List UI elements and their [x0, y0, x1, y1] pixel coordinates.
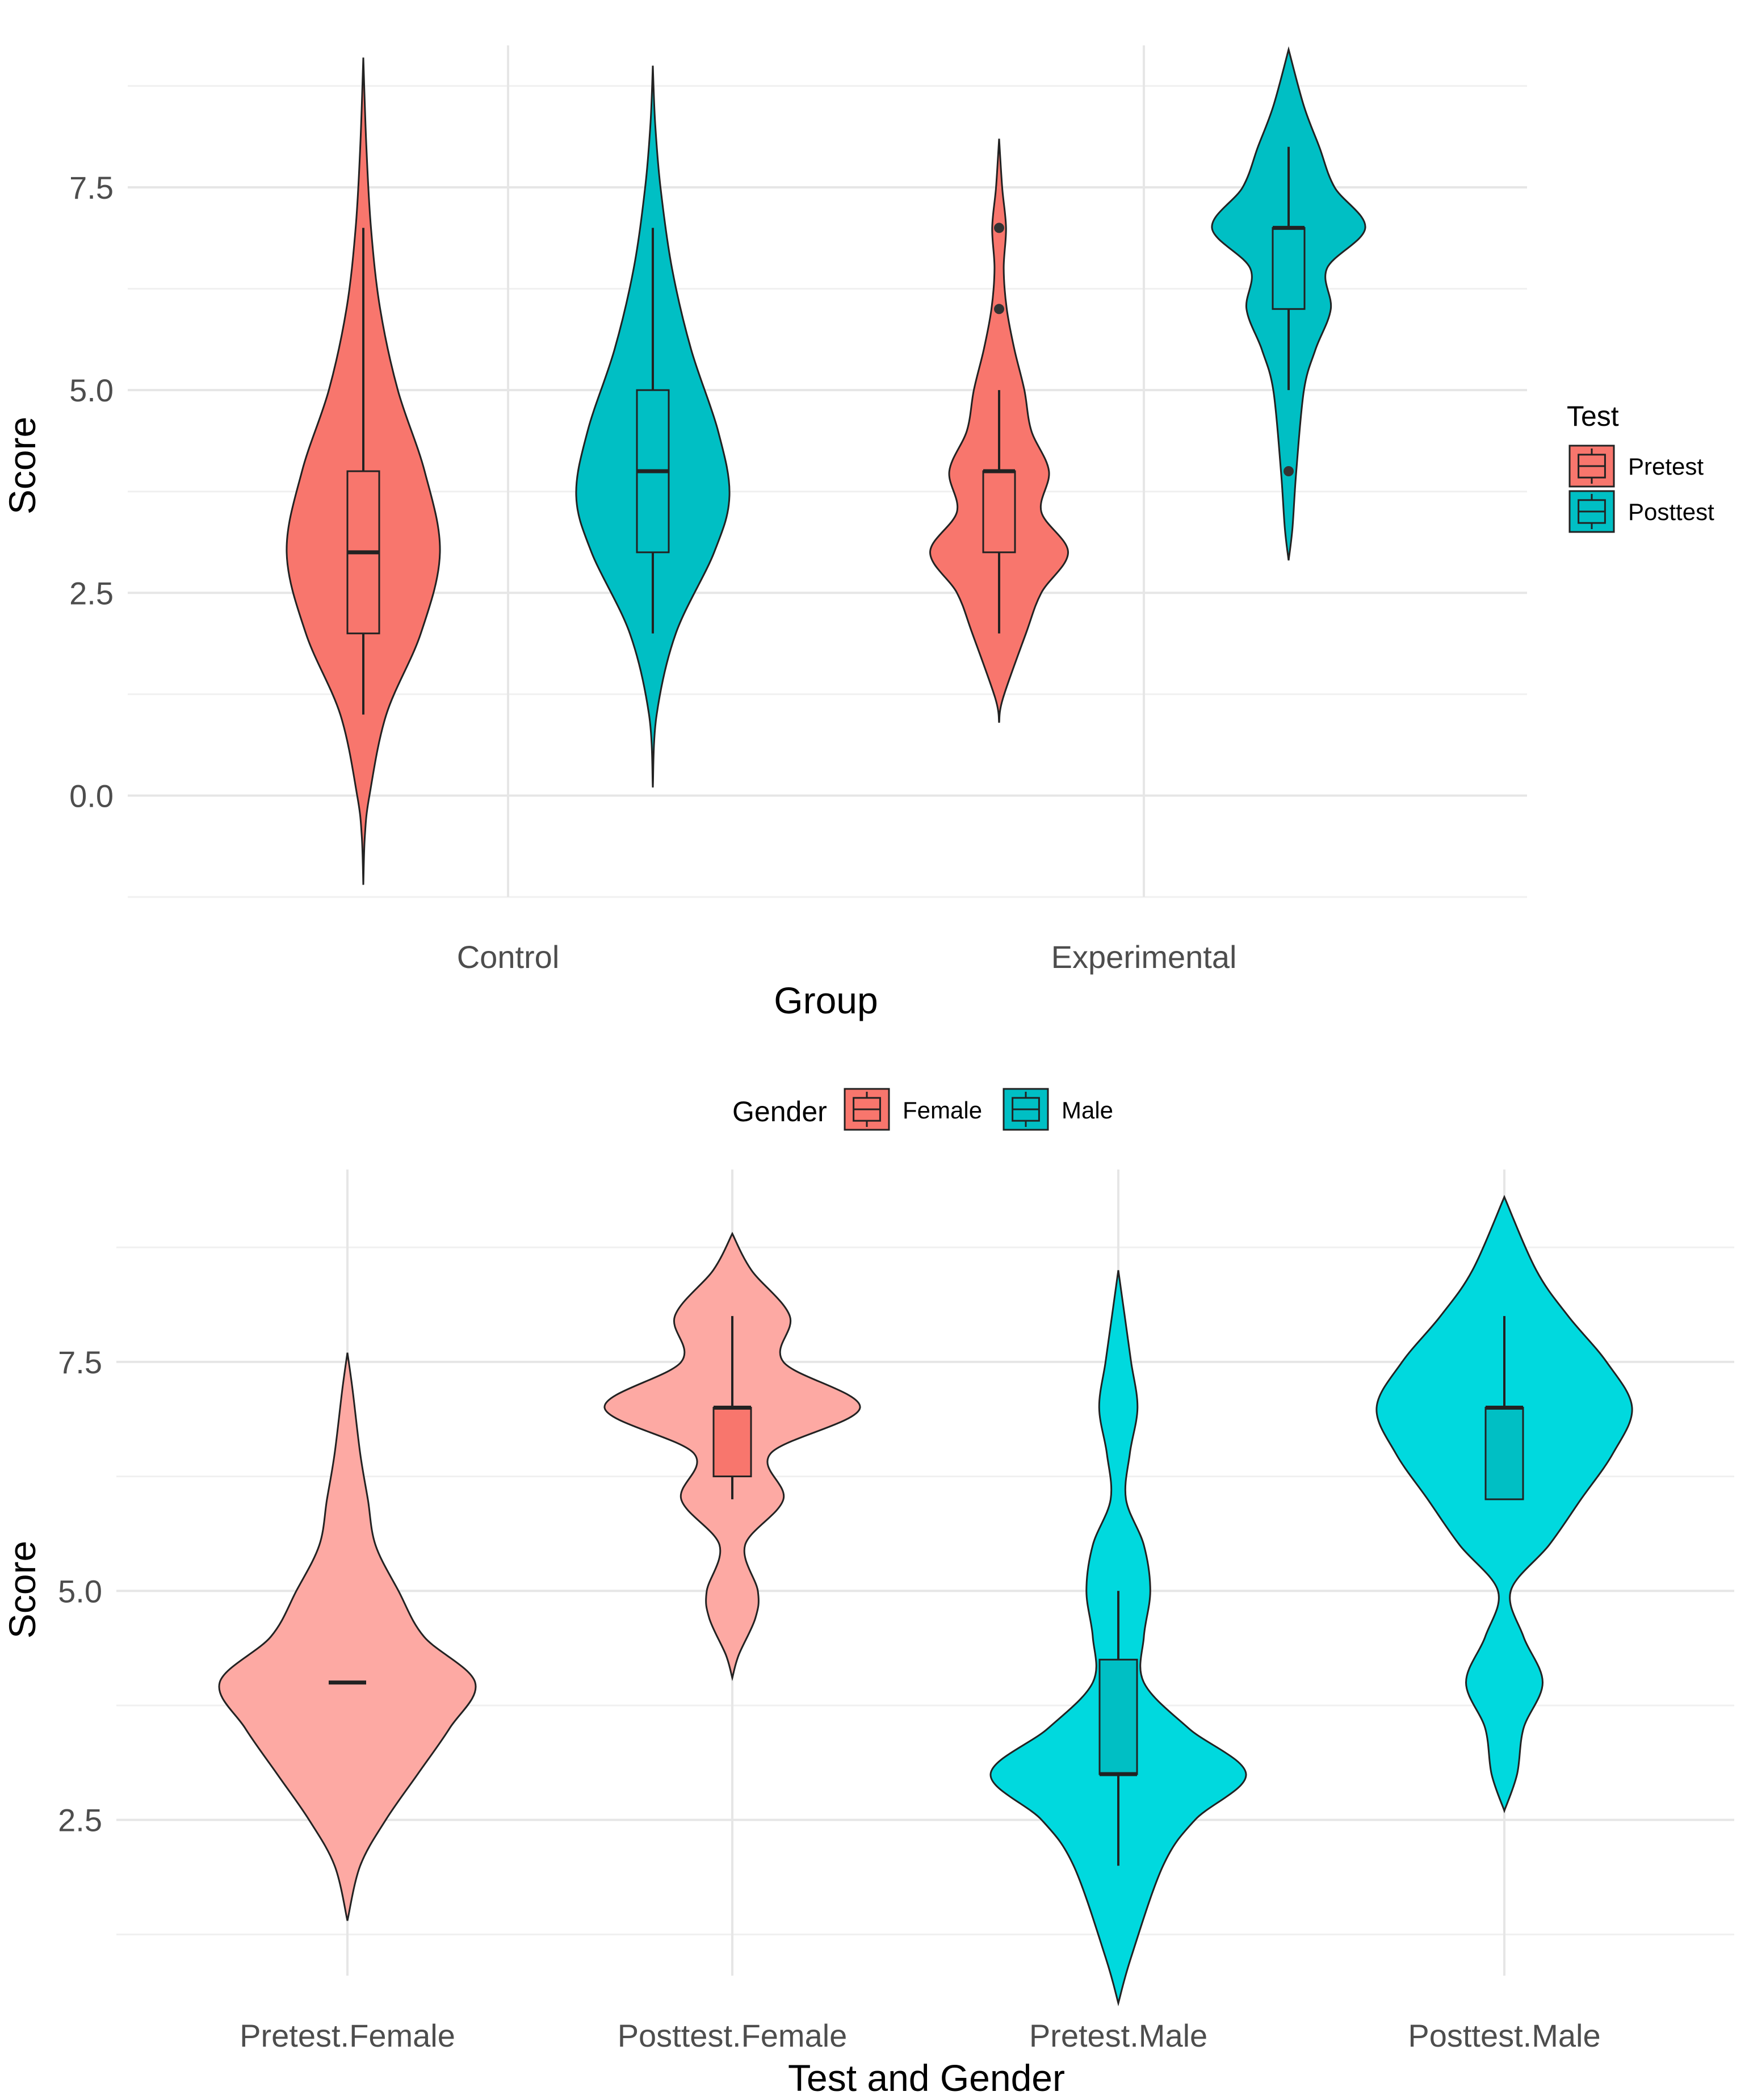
chart-panel-1: 0.0 2.5 5.0 7.5 Control Experimental Group Scor…	[1, 45, 1527, 1021]
violin-female-pretest-female	[218, 1352, 477, 1921]
x-tick-label: Posttest.Female	[618, 2018, 848, 2053]
box-iqr	[712, 1407, 752, 1478]
violin-male-posttest-male	[1375, 1194, 1633, 1814]
legend-title: Gender	[732, 1096, 827, 1127]
x-tick-label: Pretest.Male	[1029, 2018, 1207, 2053]
x-tick-label: Pretest.Female	[240, 2018, 455, 2053]
outlier-point	[1284, 466, 1294, 476]
legend-label-posttest: Posttest	[1628, 498, 1714, 525]
y-axis-title: Score	[1, 417, 43, 514]
y-tick-label: 0.0	[69, 778, 114, 814]
legend-label-male: Male	[1062, 1097, 1113, 1124]
legend-label-female: Female	[903, 1097, 982, 1124]
y-tick-label: 5.0	[69, 372, 114, 408]
box-iqr	[1098, 1658, 1138, 1775]
legend-title: Test	[1567, 400, 1619, 432]
chart-panel-2: 2.5 5.0 7.5 Pretest.Female Posttest.Female Pr…	[1, 1170, 1734, 2099]
legend-gender: Gender Female Male	[732, 1088, 1113, 1131]
x-axis-title: Group	[774, 979, 878, 1021]
box-iqr	[1484, 1407, 1524, 1500]
x-axis-title: Test and Gender	[788, 2057, 1065, 2097]
legend-test: Test Pretest Posttest	[1567, 400, 1714, 533]
x-tick-label: Control	[457, 939, 560, 975]
legend-label-pretest: Pretest	[1628, 453, 1704, 480]
y-tick-label: 2.5	[58, 1803, 102, 1838]
y-tick-label: 5.0	[58, 1573, 102, 1609]
outlier-point	[994, 223, 1004, 233]
x-tick-label: Experimental	[1051, 939, 1237, 975]
y-tick-label: 2.5	[69, 575, 114, 611]
y-tick-label: 7.5	[69, 170, 114, 206]
y-tick-label: 7.5	[58, 1344, 102, 1380]
box-iqr	[982, 470, 1016, 554]
x-tick-label: Posttest.Male	[1408, 2018, 1600, 2053]
y-axis-title: Score	[1, 1541, 43, 1638]
outlier-point	[994, 304, 1004, 315]
box-iqr	[1272, 227, 1306, 310]
